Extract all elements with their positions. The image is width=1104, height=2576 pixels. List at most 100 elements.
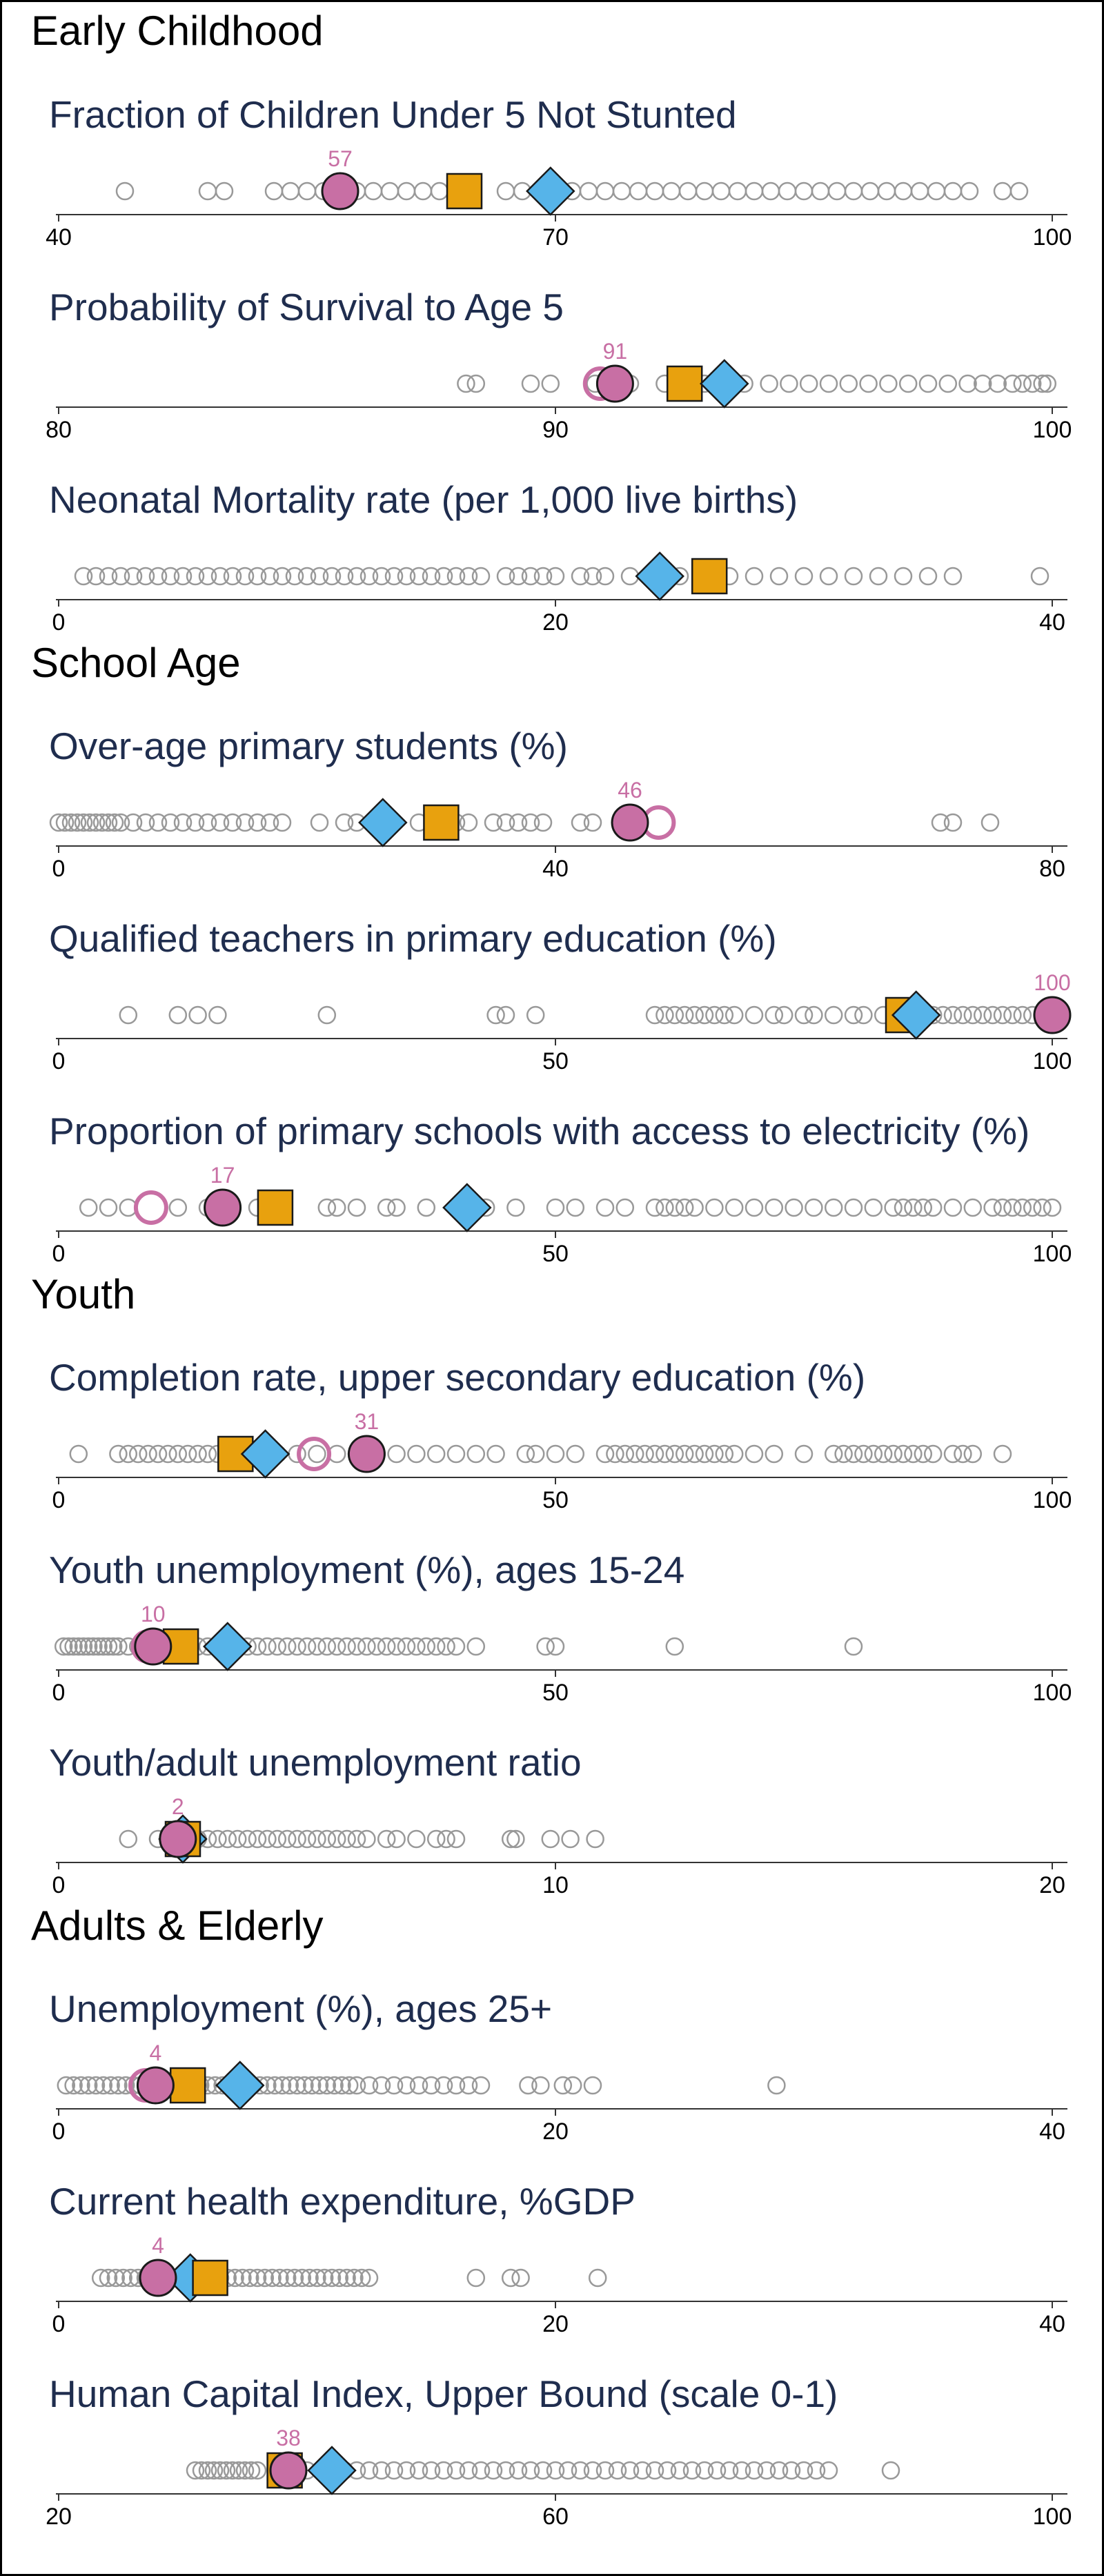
country-point <box>595 364 634 403</box>
other-country-point <box>824 1198 843 1217</box>
other-country-point <box>260 813 279 832</box>
other-country-point <box>973 374 992 393</box>
other-country-point <box>74 567 93 586</box>
other-country-point <box>682 2461 702 2480</box>
other-country-point <box>914 1444 933 1464</box>
other-country-point <box>248 2461 267 2480</box>
other-country-point <box>894 1198 913 1217</box>
other-country-point <box>168 1198 188 1217</box>
other-country-point <box>109 1444 128 1464</box>
other-country-point <box>69 1444 88 1464</box>
x-tick-label: 60 <box>542 2504 569 2530</box>
other-country-point <box>210 2461 230 2480</box>
country-point <box>269 2451 308 2490</box>
other-country-point <box>459 813 478 832</box>
other-country-point <box>670 2461 689 2480</box>
x-tick-label: 0 <box>52 2311 66 2337</box>
other-country-point <box>1038 374 1057 393</box>
x-tick-label: 100 <box>1033 1680 1072 1706</box>
other-country-point <box>546 1444 565 1464</box>
x-tick-label: 0 <box>52 1872 66 1898</box>
income-group-diamond <box>891 990 941 1040</box>
country-value-label: 38 <box>276 2426 301 2450</box>
other-country-point <box>910 181 929 201</box>
other-country-point <box>297 181 317 201</box>
panel-title: Over-age primary students (%) <box>49 725 568 767</box>
other-country-point <box>780 374 798 393</box>
other-country-point <box>109 1637 128 1656</box>
other-country-point <box>685 1005 704 1025</box>
other-country-point <box>960 181 979 201</box>
other-country-point <box>707 2461 727 2480</box>
country-point <box>347 1435 386 1473</box>
country-point <box>136 2066 175 2105</box>
other-country-point <box>958 374 977 393</box>
other-country-point <box>675 1444 694 1464</box>
other-country-point <box>509 567 528 586</box>
other-country-point <box>583 2076 602 2095</box>
other-country-point <box>327 1198 346 1217</box>
other-country-point <box>446 567 466 586</box>
other-country-point <box>248 2268 267 2288</box>
other-country-point <box>426 1637 446 1656</box>
other-country-point <box>136 813 155 832</box>
other-country-point <box>434 2461 453 2480</box>
other-country-point <box>377 1637 396 1656</box>
other-country-point <box>486 1444 505 1464</box>
country-value-label: 10 <box>141 1602 166 1626</box>
other-country-point <box>745 1444 764 1464</box>
other-country-point <box>293 2268 312 2288</box>
other-country-point <box>980 813 1000 832</box>
other-country-point <box>79 1198 98 1217</box>
country-value-label: 91 <box>603 339 628 364</box>
other-country-point <box>1003 1005 1022 1025</box>
other-country-point <box>91 2268 110 2288</box>
other-country-point <box>148 813 168 832</box>
other-country-point <box>914 1198 933 1217</box>
other-country-point <box>782 2461 801 2480</box>
other-country-point <box>347 567 366 586</box>
other-country-point <box>839 374 858 393</box>
country-point <box>611 803 649 842</box>
other-country-point <box>69 1637 88 1656</box>
other-country-point <box>662 181 681 201</box>
other-country-point <box>357 1829 376 1849</box>
x-tick-label: 50 <box>542 1680 569 1706</box>
other-country-point <box>811 181 830 201</box>
other-country-point <box>459 567 478 586</box>
other-country-point <box>308 2268 326 2288</box>
other-country-point <box>566 1198 585 1217</box>
other-country-point <box>422 2076 441 2095</box>
other-country-point <box>625 1444 644 1464</box>
other-country-point <box>277 1637 297 1656</box>
other-country-point <box>963 1005 983 1025</box>
other-country-point <box>364 181 383 201</box>
other-country-point <box>265 2076 284 2095</box>
other-country-point <box>471 2461 491 2480</box>
other-country-point <box>931 813 950 832</box>
other-country-point <box>531 2076 550 2095</box>
x-tick-label: 40 <box>542 856 569 882</box>
other-country-point <box>217 2461 236 2480</box>
other-country-point <box>79 1637 98 1656</box>
other-country-point <box>359 2461 379 2480</box>
other-country-point <box>161 813 180 832</box>
other-country-point <box>457 374 475 393</box>
other-country-point <box>310 2076 329 2095</box>
country-value-label: 100 <box>1034 970 1070 995</box>
other-country-point <box>645 2461 664 2480</box>
other-country-point <box>496 567 515 586</box>
other-country-point <box>317 1829 337 1849</box>
other-country-point <box>347 2076 366 2095</box>
other-country-point <box>724 1198 744 1217</box>
other-country-point <box>434 567 453 586</box>
other-country-point <box>422 2461 441 2480</box>
other-country-point <box>720 2461 739 2480</box>
country-value-label: 4 <box>150 2041 162 2065</box>
other-country-point <box>715 1005 734 1025</box>
other-country-point <box>446 1637 466 1656</box>
other-country-point <box>80 813 99 832</box>
other-country-point <box>337 2268 356 2288</box>
country-value-label: 46 <box>618 778 642 803</box>
